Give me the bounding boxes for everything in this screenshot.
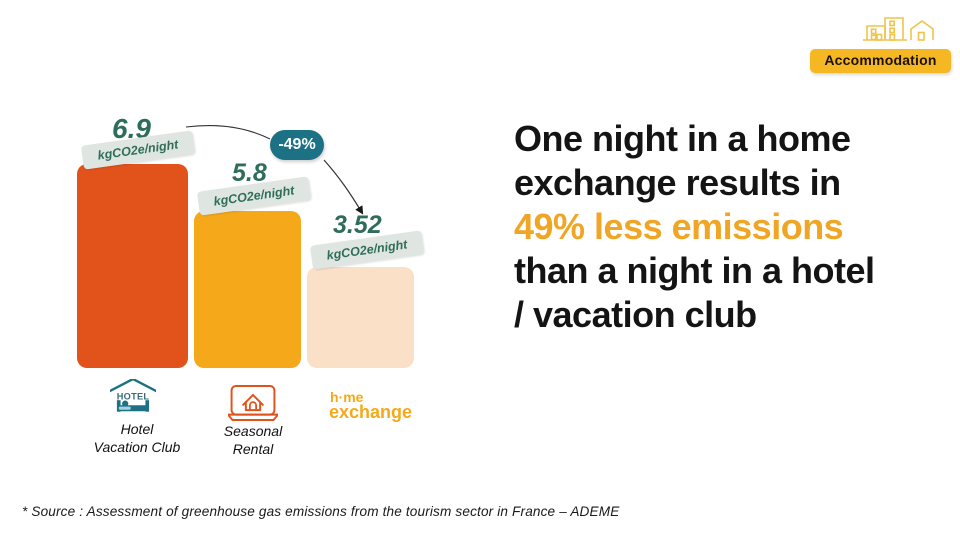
svg-text:HOTEL: HOTEL bbox=[117, 391, 150, 401]
